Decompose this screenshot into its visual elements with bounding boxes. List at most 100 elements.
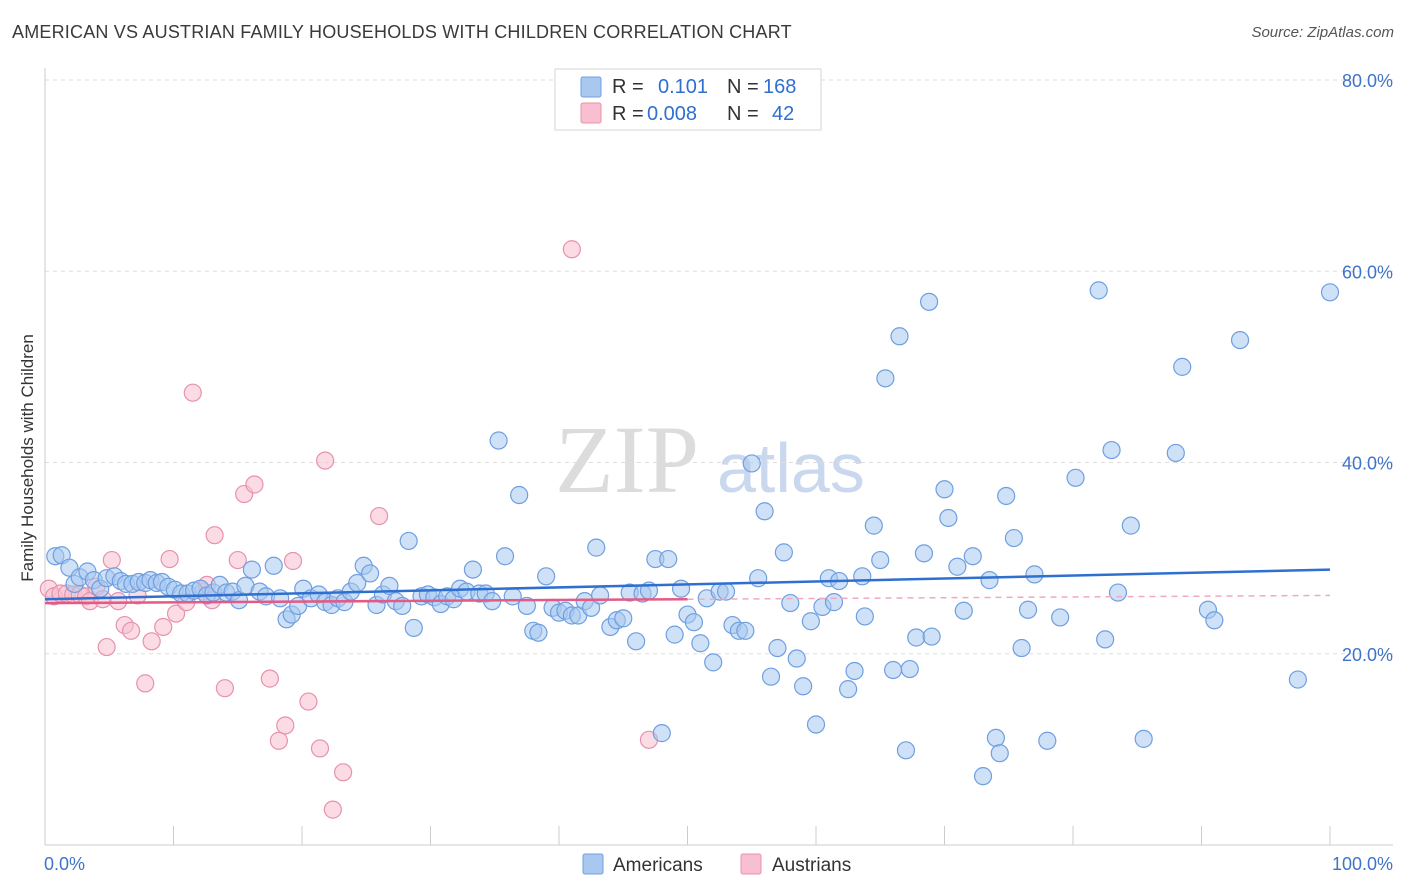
stats-legend-r-value-austrians: 0.008	[647, 103, 697, 125]
americans-point-94	[652, 724, 671, 743]
americans-point-35	[271, 589, 290, 608]
trend-lines	[44, 568, 1331, 605]
austrians-point-27	[215, 679, 234, 698]
americans-point-34	[264, 556, 283, 575]
americans-point-99	[684, 613, 704, 632]
gridlines	[45, 79, 1393, 655]
austrians-point-12	[109, 592, 128, 611]
austrians-trend-line	[44, 597, 688, 605]
austrians-point-10	[97, 637, 116, 657]
stats-legend-swatch-americans	[580, 76, 602, 98]
americans-point-137	[922, 627, 941, 646]
americans-point-127	[864, 516, 883, 535]
watermark-atlas: atlas	[717, 429, 865, 507]
stats-legend-swatch-austrians	[580, 102, 602, 124]
bottom-legend-label-austrians: Austrians	[772, 855, 851, 876]
x-tick-label-max: 100.0%	[1332, 854, 1393, 874]
americans-point-165	[1230, 331, 1250, 350]
chart-title: AMERICAN VS AUSTRIAN FAMILY HOUSEHOLDS W…	[12, 22, 792, 42]
austrians-point-26	[205, 526, 224, 545]
americans-point-125	[853, 567, 872, 586]
austrians-point-14	[121, 621, 141, 640]
americans-point-153	[1051, 608, 1070, 627]
americans-point-84	[587, 538, 606, 557]
americans-point-158	[1108, 583, 1128, 602]
austrians-point-19	[160, 549, 179, 569]
americans-point-56	[404, 618, 423, 638]
americans-point-85	[591, 586, 610, 605]
austrians-point-30	[245, 475, 264, 494]
americans-point-134	[907, 628, 926, 647]
americans-point-75	[529, 623, 548, 642]
americans-point-156	[1096, 630, 1115, 649]
americans-point-141	[954, 601, 973, 620]
austrians-point-40	[370, 506, 389, 526]
americans-point-166	[1288, 670, 1307, 689]
stats-legend-r-label-austrians: R =	[612, 103, 644, 125]
americans-point-124	[845, 661, 864, 681]
americans-point-116	[794, 677, 813, 696]
americans-point-90	[626, 632, 646, 651]
americans-point-129	[876, 369, 895, 388]
stats-legend-n-value-austrians: 42	[772, 103, 794, 125]
americans-point-159	[1121, 516, 1140, 535]
americans-point-145	[986, 728, 1006, 748]
axes: 20.0% 40.0% 60.0% 80.0% 0.0% 100.0%	[44, 68, 1393, 874]
americans-point-69	[489, 431, 508, 450]
americans-point-100	[691, 634, 710, 653]
americans-point-104	[716, 582, 736, 601]
austrians-point-20	[166, 604, 186, 623]
x-tick-label-min: 0.0%	[44, 854, 85, 874]
americans-point-167	[1320, 283, 1340, 302]
austrians-point-33	[276, 716, 295, 735]
stats-legend-n-label-austrians: N =	[727, 103, 759, 125]
americans-point-121	[824, 593, 844, 612]
y-axis-label: Family Households with Children	[18, 334, 37, 582]
austrians-point-32	[269, 731, 288, 750]
austrians-point-17	[142, 632, 161, 651]
americans-point-110	[755, 502, 774, 521]
americans-point-72	[510, 485, 529, 505]
americans-point-160	[1134, 729, 1153, 748]
americans-point-115	[787, 649, 806, 668]
austrians-point-38	[323, 800, 342, 819]
americans-point-149	[1012, 638, 1031, 658]
austrians-point-34	[283, 551, 303, 571]
watermark: ZIP atlas	[555, 406, 865, 513]
y-tick-label-80: 80.0%	[1342, 71, 1393, 91]
americans-point-135	[914, 544, 934, 563]
americans-point-108	[742, 454, 761, 473]
americans-point-131	[890, 327, 909, 346]
americans-point-117	[801, 612, 820, 631]
austrians-point-35	[299, 692, 318, 711]
americans-point-55	[399, 531, 418, 551]
austrians-series	[39, 240, 659, 819]
americans-point-154	[1066, 468, 1085, 487]
y-tick-label-40: 40.0%	[1342, 454, 1393, 474]
americans-point-151	[1025, 565, 1044, 584]
bottom-legend-label-americans: Americans	[613, 855, 703, 876]
stats-legend-n-label-americans: N =	[727, 76, 759, 98]
americans-point-133	[900, 659, 919, 679]
austrians-point-39	[334, 763, 353, 782]
austrians-point-18	[154, 617, 173, 637]
americans-point-132	[896, 741, 916, 760]
austrians-point-41	[562, 240, 581, 259]
americans-point-130	[883, 660, 903, 680]
stats-legend-r-value-americans: 0.101	[658, 76, 708, 98]
americans-point-65	[463, 560, 483, 579]
americans-point-49	[361, 564, 380, 583]
austrians-point-28	[228, 550, 247, 570]
austrians-trend-line-extension	[687, 594, 1331, 600]
americans-point-157	[1102, 440, 1121, 460]
americans-point-140	[948, 557, 967, 576]
americans-point-138	[935, 480, 954, 499]
americans-point-148	[1004, 528, 1023, 548]
americans-point-150	[1018, 600, 1038, 619]
americans-point-155	[1089, 281, 1108, 300]
americans-point-161	[1166, 443, 1185, 463]
americans-point-147	[997, 486, 1016, 506]
americans-trend-line	[44, 568, 1331, 601]
americans-point-95	[659, 549, 678, 569]
